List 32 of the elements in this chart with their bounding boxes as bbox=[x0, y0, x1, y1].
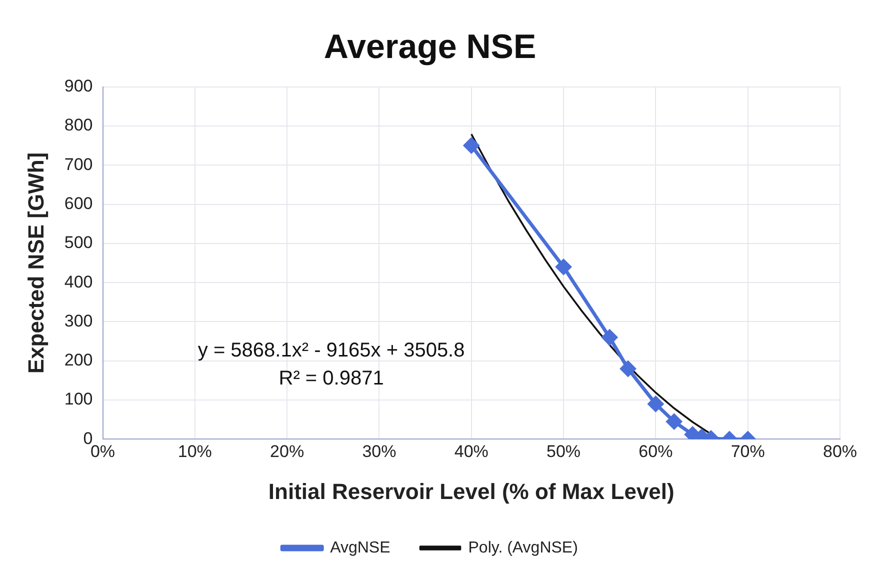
chart-title: Average NSE bbox=[324, 28, 536, 66]
x-tick-label: 30% bbox=[362, 442, 396, 462]
point bbox=[464, 138, 480, 154]
x-tick-label: 40% bbox=[454, 442, 488, 462]
x-tick-label: 20% bbox=[270, 442, 304, 462]
y-tick-label: 100 bbox=[64, 390, 93, 409]
y-tick-label: 900 bbox=[64, 76, 93, 96]
y-tick-label: 600 bbox=[64, 194, 93, 213]
point bbox=[556, 259, 572, 275]
y-tick-label: 700 bbox=[64, 154, 93, 174]
annotation: y = 5868.1x² - 9165x + 3505.8 bbox=[198, 340, 465, 362]
x-tick-label: 70% bbox=[730, 442, 765, 462]
point bbox=[620, 360, 636, 376]
y-tick-label: 300 bbox=[64, 311, 93, 330]
annotation: R² = 0.9871 bbox=[278, 368, 384, 390]
legend-label: Poly. (AvgNSE) bbox=[468, 539, 578, 556]
y-tick-label: 500 bbox=[64, 233, 93, 252]
y-tick-label: 0 bbox=[83, 428, 93, 448]
x-tick-label: 50% bbox=[546, 442, 581, 462]
y-axis-title: Expected NSE [GWh] bbox=[23, 152, 48, 374]
x-tick-label: 0% bbox=[90, 442, 116, 462]
x-tick-label: 60% bbox=[638, 442, 673, 462]
x-tick-label: 10% bbox=[178, 442, 212, 462]
point bbox=[648, 396, 664, 412]
x-tick-label: 80% bbox=[822, 442, 858, 462]
y-tick-label: 400 bbox=[64, 272, 93, 292]
point bbox=[602, 330, 618, 346]
y-tick-label: 800 bbox=[64, 116, 93, 135]
point bbox=[666, 414, 682, 430]
legend-label: AvgNSE bbox=[330, 539, 390, 556]
y-tick-label: 200 bbox=[64, 350, 93, 370]
x-axis-title: Initial Reservoir Level (% of Max Level) bbox=[268, 478, 674, 504]
